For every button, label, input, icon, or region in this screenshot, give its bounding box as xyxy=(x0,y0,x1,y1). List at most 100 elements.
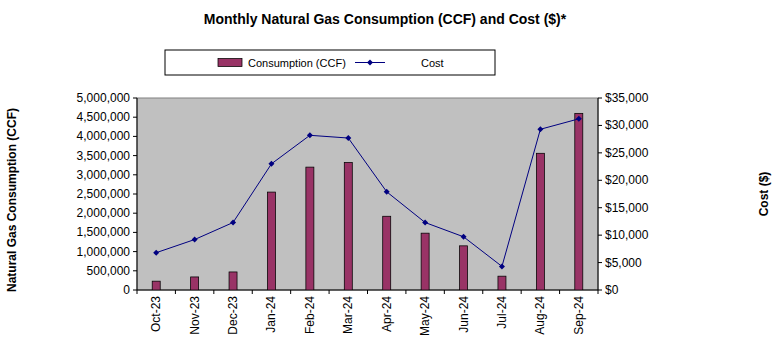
y2-tick xyxy=(598,207,602,208)
marker xyxy=(499,263,505,269)
legend-label: Cost xyxy=(421,57,444,69)
x-tick xyxy=(405,290,406,294)
bar xyxy=(267,192,275,290)
marker xyxy=(576,116,582,122)
marker xyxy=(307,132,313,138)
marker xyxy=(345,135,351,141)
y-tick xyxy=(133,98,137,99)
y-tick-label: 1,500,000 xyxy=(77,225,131,239)
y2-tick-label: $10,000 xyxy=(605,228,649,242)
x-tick-label: Jul-24 xyxy=(495,296,509,329)
x-tick xyxy=(482,290,483,294)
bar xyxy=(306,167,314,290)
y-tick-label: 5,000,000 xyxy=(77,91,131,105)
y2-tick-label: $15,000 xyxy=(605,201,649,215)
bar xyxy=(536,153,544,290)
bar xyxy=(460,246,468,290)
x-tick-label: Feb-24 xyxy=(303,296,317,334)
legend-marker xyxy=(367,60,373,66)
x-tick xyxy=(290,290,291,294)
x-tick xyxy=(137,290,138,294)
bar xyxy=(229,272,237,290)
y-tick xyxy=(133,194,137,195)
y2-tick-label: $25,000 xyxy=(605,146,649,160)
bar xyxy=(421,233,429,290)
legend-swatch xyxy=(218,59,242,67)
y2-tick xyxy=(598,98,602,99)
y-tick-label: 0 xyxy=(123,283,130,297)
y2-tick-label: $35,000 xyxy=(605,91,649,105)
y-tick xyxy=(133,270,137,271)
y-tick-label: 3,000,000 xyxy=(77,168,131,182)
marker xyxy=(192,237,198,243)
x-tick-label: Jun-24 xyxy=(457,296,471,333)
chart: Monthly Natural Gas Consumption (CCF) an… xyxy=(0,0,781,358)
bar xyxy=(498,276,506,290)
y-tick xyxy=(133,174,137,175)
bar xyxy=(383,216,391,290)
title: Monthly Natural Gas Consumption (CCF) an… xyxy=(204,11,567,27)
y-axis-title: Natural Gas Consumption (CCF) xyxy=(5,108,19,292)
x-tick-label: Oct-23 xyxy=(149,296,163,332)
y2-tick xyxy=(598,235,602,236)
y2-tick-label: $5,000 xyxy=(605,256,642,270)
y-tick xyxy=(133,232,137,233)
x-tick xyxy=(213,290,214,294)
marker xyxy=(268,161,274,167)
y-tick-label: 2,000,000 xyxy=(77,206,131,220)
x-tick xyxy=(521,290,522,294)
bar xyxy=(152,281,160,290)
y-tick xyxy=(133,117,137,118)
y2-axis-line xyxy=(598,98,599,290)
x-tick xyxy=(252,290,253,294)
line xyxy=(156,119,579,267)
y2-tick xyxy=(598,262,602,263)
x-tick-label: Sep-24 xyxy=(572,296,586,335)
y-tick-label: 1,000,000 xyxy=(77,245,131,259)
bar xyxy=(575,113,583,290)
y-tick xyxy=(133,213,137,214)
x-tick-label: Nov-23 xyxy=(188,296,202,335)
x-tick-label: Apr-24 xyxy=(380,296,394,332)
x-tick-label: Dec-23 xyxy=(226,296,240,335)
x-tick xyxy=(367,290,368,294)
bar xyxy=(191,277,199,290)
y-tick-label: 3,500,000 xyxy=(77,149,131,163)
legend-label: Consumption (CCF) xyxy=(248,57,346,69)
y-tick-label: 500,000 xyxy=(87,264,131,278)
y-tick xyxy=(133,155,137,156)
y2-axis-title: Cost ($) xyxy=(757,172,771,217)
x-tick xyxy=(329,290,330,294)
x-tick xyxy=(175,290,176,294)
marks xyxy=(152,113,583,290)
legend-box xyxy=(165,50,495,75)
y2-tick xyxy=(598,290,602,291)
marker xyxy=(422,220,428,226)
marker xyxy=(384,189,390,195)
y-tick-label: 2,500,000 xyxy=(77,187,131,201)
y2-tick xyxy=(598,152,602,153)
x-tick-label: Jan-24 xyxy=(264,296,278,333)
y2-tick xyxy=(598,125,602,126)
y-tick-label: 4,500,000 xyxy=(77,110,131,124)
x-tick xyxy=(559,290,560,294)
y-tick xyxy=(133,251,137,252)
x-tick xyxy=(444,290,445,294)
bar xyxy=(344,163,352,290)
x-tick-label: Aug-24 xyxy=(533,296,547,335)
plot-area xyxy=(137,98,598,290)
y2-tick-label: $20,000 xyxy=(605,173,649,187)
marker xyxy=(230,220,236,226)
y2-tick-label: $0 xyxy=(605,283,619,297)
y-tick xyxy=(133,290,137,291)
x-tick-label: May-24 xyxy=(418,296,432,336)
marker xyxy=(537,126,543,132)
x-tick xyxy=(598,290,599,294)
x-tick-label: Mar-24 xyxy=(341,296,355,334)
y2-tick-label: $30,000 xyxy=(605,118,649,132)
y2-tick xyxy=(598,180,602,181)
y-tick xyxy=(133,136,137,137)
marker xyxy=(153,250,159,256)
y-tick-label: 4,000,000 xyxy=(77,129,131,143)
marker xyxy=(461,234,467,240)
